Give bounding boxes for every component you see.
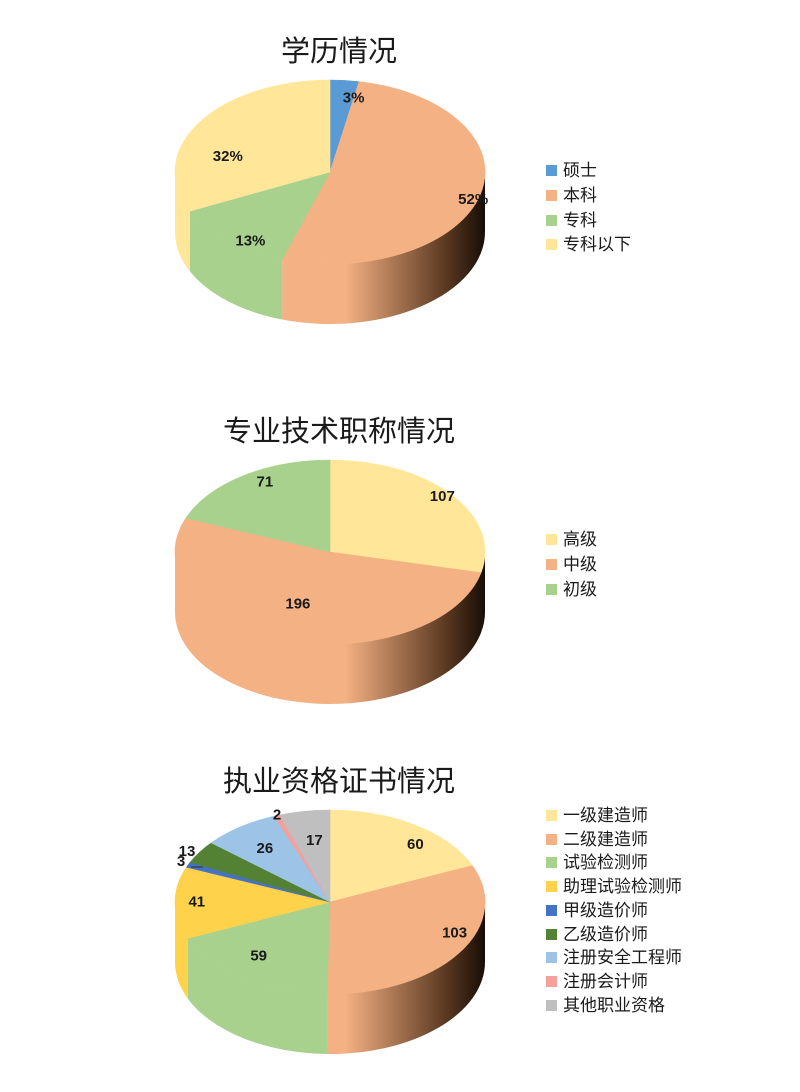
svg-text:60: 60 bbox=[407, 836, 424, 853]
svg-text:13: 13 bbox=[179, 843, 196, 860]
svg-text:26: 26 bbox=[257, 840, 274, 857]
svg-text:52%: 52% bbox=[458, 191, 488, 208]
svg-text:2: 2 bbox=[273, 806, 281, 823]
svg-text:196: 196 bbox=[285, 595, 310, 612]
svg-text:59: 59 bbox=[250, 947, 267, 964]
svg-text:41: 41 bbox=[188, 894, 205, 911]
svg-text:13%: 13% bbox=[235, 232, 265, 249]
svg-text:71: 71 bbox=[257, 474, 274, 491]
svg-text:32%: 32% bbox=[213, 148, 243, 165]
svg-text:3%: 3% bbox=[343, 89, 365, 106]
svg-text:17: 17 bbox=[306, 832, 323, 849]
svg-text:107: 107 bbox=[430, 488, 455, 505]
svg-text:103: 103 bbox=[442, 925, 467, 942]
